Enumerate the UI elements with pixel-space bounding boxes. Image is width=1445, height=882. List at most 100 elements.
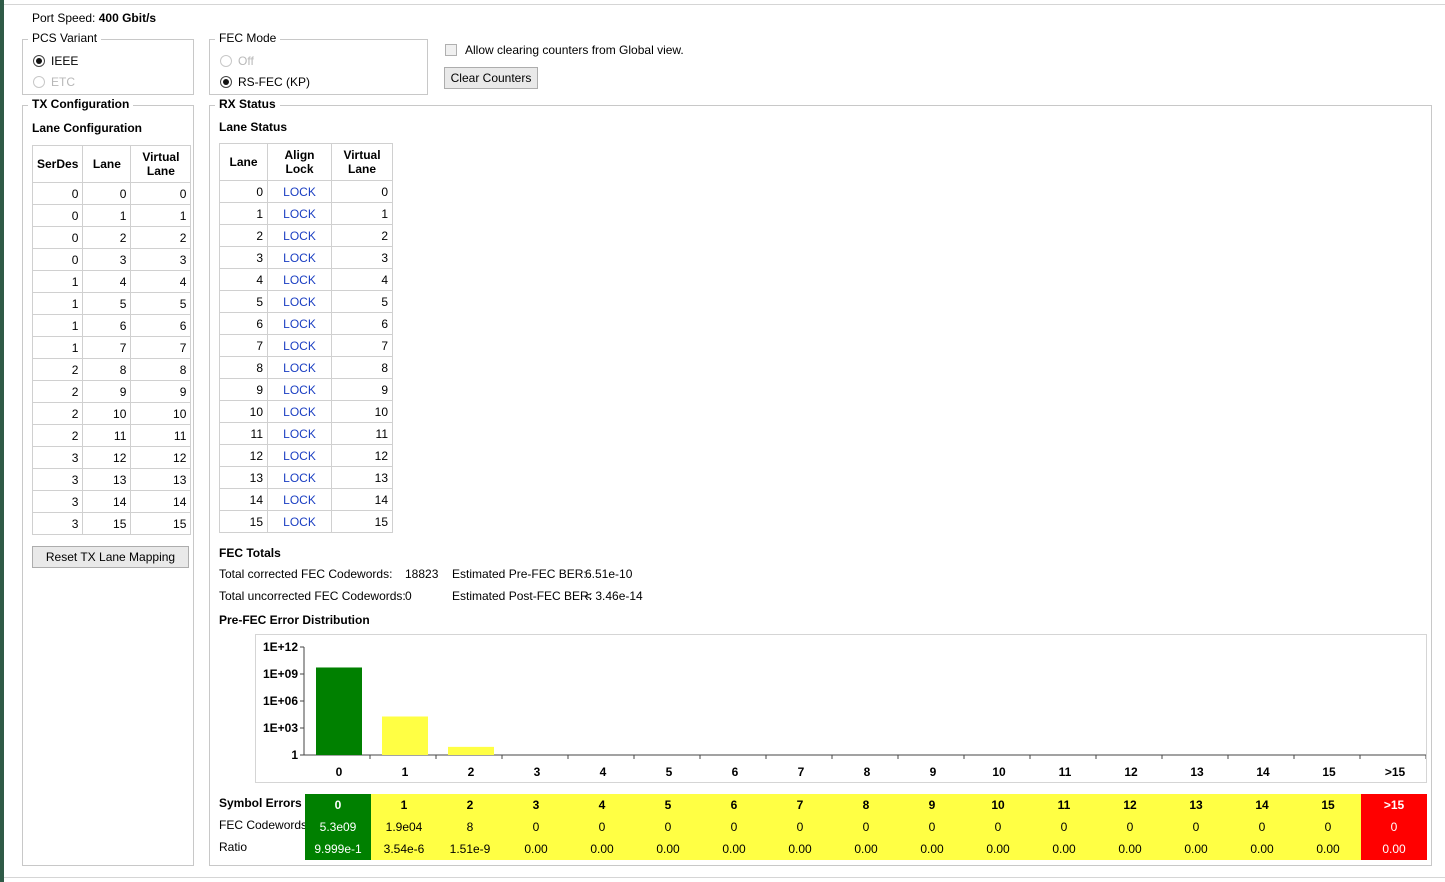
fec-codewords-row: 5.3e09 1.9e04 8 0 0 0 0 0 0 0 0 0 0 0 0 0 0 <box>305 816 1427 838</box>
virtual-lane-cell: 15 <box>331 510 393 533</box>
fec-off-radio[interactable]: Off <box>220 54 254 68</box>
table-row: 9 LOCK 9 <box>219 378 393 401</box>
virtual-lane-cell: 1 <box>130 204 192 227</box>
table-row: 3 14 14 <box>31 490 192 513</box>
table-row: 1 LOCK 1 <box>219 202 393 225</box>
lane-cell: 5 <box>82 292 132 315</box>
distribution-bar <box>448 746 494 755</box>
symbol-errors-label: Symbol Errors <box>219 796 302 810</box>
fec-codewords-cell: 0 <box>833 816 899 838</box>
x-tick-label: 13 <box>1190 765 1204 779</box>
distribution-bar <box>382 716 428 755</box>
virtual-lane-cell: 13 <box>130 468 192 491</box>
lane-cell: 5 <box>219 290 268 313</box>
virtual-lane-cell: 7 <box>130 336 192 359</box>
virtual-lane-cell: 2 <box>331 224 393 247</box>
fec-rsfec-label: RS-FEC (KP) <box>238 75 310 89</box>
ratio-cell: 0.00 <box>1229 838 1295 860</box>
pcs-ieee-radio[interactable]: IEEE <box>33 54 78 68</box>
table-row: 3 13 13 <box>31 468 192 491</box>
lane-cell: 11 <box>219 422 268 445</box>
ratio-cell: 0.00 <box>1031 838 1097 860</box>
table-row: 4 LOCK 4 <box>219 268 393 291</box>
pcs-variant-group <box>22 39 194 95</box>
lane-status-title: Lane Status <box>219 120 288 134</box>
table-row: 11 LOCK 11 <box>219 422 393 445</box>
fec-totals-title: FEC Totals <box>219 546 281 560</box>
reset-tx-lane-mapping-button[interactable]: Reset TX Lane Mapping <box>32 546 189 568</box>
lane-cell: 12 <box>82 446 132 469</box>
align-lock-cell: LOCK <box>267 312 332 335</box>
virtual-lane-cell: 11 <box>331 422 393 445</box>
table-row: 3 15 15 <box>31 512 192 535</box>
virtual-lane-cell: 6 <box>130 314 192 337</box>
symbol-errors-cell: >15 <box>1361 794 1427 816</box>
clear-counters-button[interactable]: Clear Counters <box>444 67 538 89</box>
fec-codewords-cell: 0 <box>503 816 569 838</box>
fec-codewords-cell: 0 <box>1229 816 1295 838</box>
symbol-errors-cell: 5 <box>635 794 701 816</box>
pre-fec-ber-label: Estimated Pre-FEC BER: <box>452 567 587 581</box>
column-header: Align Lock <box>267 143 332 181</box>
uncorrected-codewords-label: Total uncorrected FEC Codewords: <box>219 589 406 603</box>
lane-cell: 4 <box>219 268 268 291</box>
window-left-border <box>0 0 4 882</box>
lane-cell: 8 <box>82 358 132 381</box>
table-row: 2 10 10 <box>31 402 192 425</box>
fec-mode-title: FEC Mode <box>215 31 281 45</box>
rx-lane-table-wrap: Lane Align Lock Virtual Lane 0 LOCK 0 1 LOCK… <box>219 143 393 533</box>
align-lock-cell: LOCK <box>267 268 332 291</box>
ratio-cell: 0.00 <box>635 838 701 860</box>
pcs-variant-title: PCS Variant <box>28 31 102 45</box>
lane-cell: 15 <box>219 510 268 533</box>
symbol-errors-cell: 13 <box>1163 794 1229 816</box>
x-tick-label: 10 <box>992 765 1006 779</box>
pre-fec-distribution-title: Pre-FEC Error Distribution <box>219 613 370 627</box>
ratio-cell: 0.00 <box>1163 838 1229 860</box>
ratio-cell: 0.00 <box>767 838 833 860</box>
symbol-errors-cell: 4 <box>569 794 635 816</box>
fec-codewords-cell: 0 <box>899 816 965 838</box>
lane-cell: 1 <box>82 204 132 227</box>
table-row: 10 LOCK 10 <box>219 400 393 423</box>
virtual-lane-cell: 11 <box>130 424 192 447</box>
distribution-bar <box>316 667 362 755</box>
virtual-lane-cell: 12 <box>130 446 192 469</box>
pcs-ieee-label: IEEE <box>51 54 79 68</box>
virtual-lane-cell: 8 <box>130 358 192 381</box>
fec-rsfec-radio[interactable]: RS-FEC (KP) <box>220 75 310 89</box>
fec-mode-group <box>209 39 428 95</box>
lane-cell: 7 <box>219 334 268 357</box>
serdes-cell: 3 <box>31 490 84 513</box>
distribution-chart-frame: 1 1E+03 1E+06 1E+09 1E+12 0 1 2 3 4 5 6 7 8 9 10 11 12 13 1… <box>255 634 1427 783</box>
lane-cell: 6 <box>219 312 268 335</box>
y-tick-label: 1E+06 <box>263 694 298 708</box>
fec-codewords-cell: 0 <box>965 816 1031 838</box>
x-tick-label: 4 <box>600 765 607 779</box>
x-tick-label: 1 <box>402 765 409 779</box>
ratio-cell: 9.999e-1 <box>305 838 371 860</box>
lane-cell: 9 <box>82 380 132 403</box>
ratio-cell: 0.00 <box>899 838 965 860</box>
ratio-cell: 0.00 <box>569 838 635 860</box>
lane-cell: 14 <box>219 488 268 511</box>
lane-cell: 1 <box>219 202 268 225</box>
virtual-lane-cell: 10 <box>130 402 192 425</box>
symbol-errors-cell: 2 <box>437 794 503 816</box>
y-tick-label: 1 <box>291 748 298 762</box>
lane-cell: 0 <box>82 182 132 205</box>
align-lock-cell: LOCK <box>267 334 332 357</box>
ratio-cell: 0.00 <box>965 838 1031 860</box>
allow-clear-checkbox[interactable]: Allow clearing counters from Global view… <box>445 43 684 57</box>
x-tick-label: 0 <box>336 765 343 779</box>
y-tick-label: 1E+03 <box>263 721 298 735</box>
pcs-etc-radio[interactable]: ETC <box>33 75 75 89</box>
uncorrected-codewords-value: 0 <box>405 589 412 603</box>
lane-cell: 9 <box>219 378 268 401</box>
